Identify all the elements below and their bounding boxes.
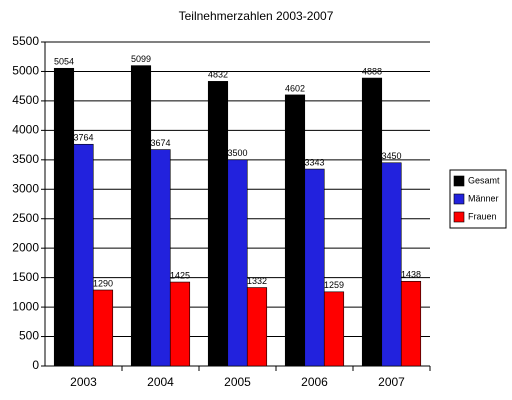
data-label: 3450 <box>381 151 401 161</box>
legend-label: Frauen <box>468 211 497 221</box>
bar <box>73 143 94 367</box>
bar <box>323 291 345 367</box>
y-tick-label: 4500 <box>12 93 39 107</box>
legend-swatch <box>453 211 465 223</box>
bar <box>130 65 152 367</box>
y-tick-label: 3000 <box>12 181 39 195</box>
y-tick-label: 1500 <box>12 270 39 284</box>
data-label: 3500 <box>227 148 247 158</box>
y-tick-label: 2500 <box>12 211 39 225</box>
bar <box>304 168 325 367</box>
bar <box>53 67 75 367</box>
data-label: 4602 <box>285 83 305 93</box>
y-tick-label: 5500 <box>12 34 39 48</box>
y-tick-label: 500 <box>19 329 39 343</box>
data-label: 1438 <box>401 270 421 280</box>
data-label: 3764 <box>73 133 93 143</box>
data-label: 3674 <box>150 138 170 148</box>
bar <box>400 280 422 367</box>
data-label: 5099 <box>131 54 151 64</box>
x-tick-label: 2005 <box>224 375 251 389</box>
legend-swatch <box>453 175 465 187</box>
data-label: 4888 <box>362 66 382 76</box>
legend-label: Männer <box>468 193 499 203</box>
y-tick-label: 5000 <box>12 64 39 78</box>
bar <box>361 77 383 367</box>
x-tick-label: 2003 <box>70 375 97 389</box>
data-label: 1425 <box>170 270 190 280</box>
y-tick-label: 4000 <box>12 123 39 137</box>
x-tick-label: 2007 <box>378 375 405 389</box>
bar <box>169 281 191 367</box>
bar <box>207 81 229 367</box>
legend-label: Gesamt <box>468 175 500 185</box>
y-tick-label: 0 <box>32 358 39 372</box>
bar <box>381 162 402 367</box>
bar <box>227 159 248 367</box>
data-label: 1332 <box>247 276 267 286</box>
legend-swatch <box>453 193 465 205</box>
bar <box>150 149 171 367</box>
chart-title: Teilnehmerzahlen 2003-2007 <box>179 9 334 23</box>
x-tick-label: 2004 <box>147 375 174 389</box>
data-label: 4832 <box>208 70 228 80</box>
data-label: 5054 <box>54 57 74 67</box>
data-label: 1290 <box>93 278 113 288</box>
y-tick-label: 1000 <box>12 299 39 313</box>
bar <box>284 94 306 367</box>
data-label: 1259 <box>324 280 344 290</box>
data-label: 3343 <box>304 157 324 167</box>
bar <box>246 287 268 367</box>
y-tick-label: 2000 <box>12 240 39 254</box>
y-tick-label: 3500 <box>12 152 39 166</box>
bar <box>92 289 114 367</box>
x-tick-label: 2006 <box>301 375 328 389</box>
